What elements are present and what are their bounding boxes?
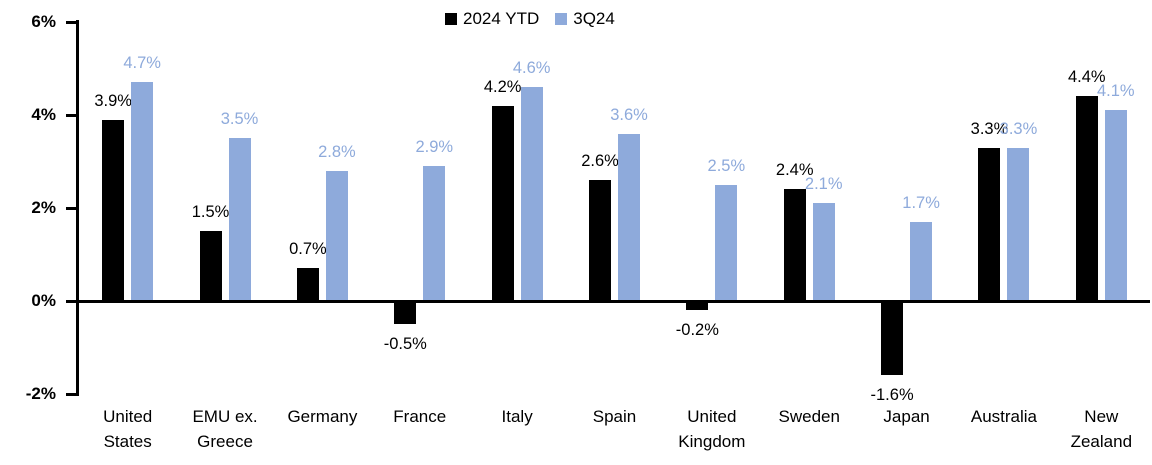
x-axis-label-line: Greece [197,432,253,451]
data-label-3q24-germany: 2.8% [318,142,356,161]
legend-label-3q24: 3Q24 [573,9,615,28]
x-axis-label-japan: Japan [857,404,957,429]
bar-2024-ytd-spain [589,180,611,301]
bar-3q24-sweden [812,203,835,301]
data-label-3q24-united-kingdom: 2.5% [707,156,746,175]
data-label-2024-ytd-japan: -1.6% [870,386,914,405]
bar-2024-ytd-emu-ex-greece [199,231,222,301]
data-label-2024-ytd-new-zealand: 4.4% [1068,68,1106,87]
data-label-2024-ytd-spain: 2.6% [581,152,619,171]
x-axis-label-italy: Italy [467,404,567,429]
legend-item-2024-ytd: 2024 YTD [445,10,539,28]
y-tick-mark-0 [66,299,76,303]
data-label-3q24-japan: 1.7% [902,193,940,212]
bar-3q24-france [423,166,446,301]
bar-2024-ytd-italy [491,105,514,301]
bar-3q24-emu-ex-greece [228,138,251,301]
x-axis-label-spain: Spain [565,404,665,429]
bar-3q24-united-states [131,82,154,301]
bar-3q24-japan [910,221,933,301]
data-label-2024-ytd-emu-ex-greece: 1.5% [191,203,230,222]
data-label-2024-ytd-france: -0.5% [383,335,427,354]
legend-swatch-3q24 [555,13,568,25]
x-axis-zero-line [76,299,1150,303]
y-axis-line [76,20,79,396]
data-label-2024-ytd-united-states: 3.9% [94,91,132,110]
legend-swatch-2024-ytd [445,13,457,25]
x-axis-label-line: United [103,407,153,426]
bar-3q24-italy [520,87,543,301]
data-label-3q24-australia: 3.3% [999,119,1038,138]
x-axis-label-line: Zealand [1070,432,1133,451]
x-axis-label-germany: Germany [272,404,372,429]
data-label-2024-ytd-united-kingdom: -0.2% [675,321,719,340]
y-tick-mark-4 [66,113,76,117]
x-axis-label-line: New [1084,407,1119,426]
data-label-3q24-france: 2.9% [415,138,454,157]
x-axis-label-line: Kingdom [678,432,746,451]
bar-2024-ytd-united-kingdom [686,301,709,311]
bar-2024-ytd-germany [296,268,319,301]
y-axis-label-4: 4% [31,105,56,124]
data-label-2024-ytd-sweden: 2.4% [775,161,814,180]
data-label-3q24-emu-ex-greece: 3.5% [220,110,259,129]
x-axis-label-line: Italy [501,407,533,426]
x-axis-label-line: Japan [883,407,930,426]
x-axis-label-sweden: Sweden [759,404,859,429]
y-tick-mark-6 [66,20,76,24]
x-axis-label-line: States [103,432,152,451]
x-axis-label-france: France [370,404,470,429]
data-label-3q24-spain: 3.6% [610,105,648,124]
bar-2024-ytd-australia [978,147,1001,301]
x-axis-label-line: EMU ex. [192,407,258,426]
bar-3q24-new-zealand [1104,110,1127,301]
x-axis-label-line: Germany [287,407,358,426]
data-label-3q24-italy: 4.6% [512,59,551,78]
data-label-3q24-united-states: 4.7% [123,54,161,73]
y-axis-label-0: 0% [31,291,56,310]
data-label-2024-ytd-italy: 4.2% [483,77,522,96]
data-label-2024-ytd-australia: 3.3% [970,119,1009,138]
y-axis-label-2: -2% [25,384,56,403]
x-axis-label-line: United [687,407,737,426]
x-axis-label-emu-ex-greece: EMU ex. Greece [175,404,275,454]
legend: 2024 YTD 3Q24 [445,10,615,28]
x-axis-label-line: Australia [970,407,1038,426]
x-axis-label-line: Spain [592,407,637,426]
legend-item-3q24: 3Q24 [555,10,615,28]
legend-label-2024-ytd: 2024 YTD [463,9,540,28]
x-axis-label-new-zealand: New Zealand [1051,404,1151,454]
y-tick-mark-2 [66,206,76,210]
bar-2024-ytd-united-states [102,119,125,301]
bar-2024-ytd-japan [881,301,904,376]
y-axis-label-6: 6% [31,12,56,31]
y-axis-label-2: 2% [31,198,56,217]
data-label-3q24-new-zealand: 4.1% [1097,82,1135,101]
data-label-3q24-sweden: 2.1% [804,175,843,194]
bar-2024-ytd-france [394,301,417,325]
bar-3q24-australia [1007,147,1030,301]
bar-2024-ytd-new-zealand [1075,96,1098,301]
x-axis-label-australia: Australia [954,404,1054,429]
bar-3q24-germany [325,170,348,301]
x-axis-label-united-kingdom: United Kingdom [662,404,762,454]
bar-3q24-united-kingdom [715,184,738,301]
x-axis-label-united-states: United States [78,404,178,454]
bar-3q24-spain [618,133,640,301]
x-axis-label-line: France [393,407,447,426]
bar-2024-ytd-sweden [783,189,806,301]
data-label-2024-ytd-germany: 0.7% [289,240,327,259]
x-axis-label-line: Sweden [778,407,840,426]
y-tick-mark-2 [66,392,76,396]
